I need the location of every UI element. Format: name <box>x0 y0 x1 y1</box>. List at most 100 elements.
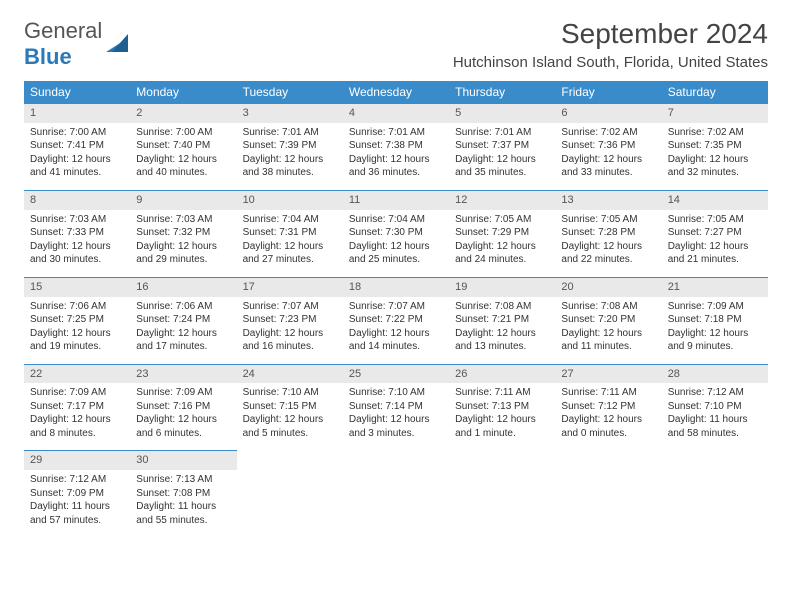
day-body: Sunrise: 7:04 AMSunset: 7:31 PMDaylight:… <box>237 210 343 277</box>
calendar-cell: 7Sunrise: 7:02 AMSunset: 7:35 PMDaylight… <box>662 104 768 191</box>
sunset: Sunset: 7:22 PM <box>349 313 443 327</box>
day-body: Sunrise: 7:07 AMSunset: 7:22 PMDaylight:… <box>343 297 449 364</box>
sunset: Sunset: 7:13 PM <box>455 400 549 414</box>
day-body: Sunrise: 7:02 AMSunset: 7:35 PMDaylight:… <box>662 123 768 190</box>
sunset: Sunset: 7:09 PM <box>30 487 124 501</box>
day-number: 29 <box>24 451 130 470</box>
sunset: Sunset: 7:32 PM <box>136 226 230 240</box>
sunrise: Sunrise: 7:02 AM <box>668 126 762 140</box>
daylight: Daylight: 12 hours and 25 minutes. <box>349 240 443 267</box>
sunrise: Sunrise: 7:11 AM <box>561 386 655 400</box>
calendar-cell: 12Sunrise: 7:05 AMSunset: 7:29 PMDayligh… <box>449 190 555 277</box>
daylight: Daylight: 12 hours and 13 minutes. <box>455 327 549 354</box>
day-number: 13 <box>555 191 661 210</box>
sunrise: Sunrise: 7:00 AM <box>30 126 124 140</box>
calendar-cell: 22Sunrise: 7:09 AMSunset: 7:17 PMDayligh… <box>24 364 130 451</box>
sunrise: Sunrise: 7:01 AM <box>243 126 337 140</box>
day-number: 26 <box>449 365 555 384</box>
day-number: 22 <box>24 365 130 384</box>
calendar-cell <box>449 451 555 537</box>
sunrise: Sunrise: 7:05 AM <box>668 213 762 227</box>
calendar-cell: 16Sunrise: 7:06 AMSunset: 7:24 PMDayligh… <box>130 277 236 364</box>
calendar: SundayMondayTuesdayWednesdayThursdayFrid… <box>24 81 768 537</box>
calendar-cell: 27Sunrise: 7:11 AMSunset: 7:12 PMDayligh… <box>555 364 661 451</box>
calendar-cell: 18Sunrise: 7:07 AMSunset: 7:22 PMDayligh… <box>343 277 449 364</box>
weekday-header: Sunday <box>24 81 130 104</box>
sunset: Sunset: 7:21 PM <box>455 313 549 327</box>
calendar-cell: 5Sunrise: 7:01 AMSunset: 7:37 PMDaylight… <box>449 104 555 191</box>
calendar-cell <box>662 451 768 537</box>
day-body: Sunrise: 7:08 AMSunset: 7:21 PMDaylight:… <box>449 297 555 364</box>
calendar-cell: 29Sunrise: 7:12 AMSunset: 7:09 PMDayligh… <box>24 451 130 537</box>
day-body: Sunrise: 7:05 AMSunset: 7:28 PMDaylight:… <box>555 210 661 277</box>
day-number: 1 <box>24 104 130 123</box>
sunset: Sunset: 7:33 PM <box>30 226 124 240</box>
sunrise: Sunrise: 7:07 AM <box>349 300 443 314</box>
sunrise: Sunrise: 7:03 AM <box>136 213 230 227</box>
day-body: Sunrise: 7:07 AMSunset: 7:23 PMDaylight:… <box>237 297 343 364</box>
daylight: Daylight: 11 hours and 57 minutes. <box>30 500 124 527</box>
day-body: Sunrise: 7:08 AMSunset: 7:20 PMDaylight:… <box>555 297 661 364</box>
daylight: Daylight: 12 hours and 22 minutes. <box>561 240 655 267</box>
day-number: 24 <box>237 365 343 384</box>
sunrise: Sunrise: 7:10 AM <box>349 386 443 400</box>
calendar-cell: 26Sunrise: 7:11 AMSunset: 7:13 PMDayligh… <box>449 364 555 451</box>
calendar-cell <box>237 451 343 537</box>
month-title: September 2024 <box>453 18 768 50</box>
sunset: Sunset: 7:39 PM <box>243 139 337 153</box>
day-body: Sunrise: 7:12 AMSunset: 7:09 PMDaylight:… <box>24 470 130 537</box>
weekday-header: Monday <box>130 81 236 104</box>
daylight: Daylight: 12 hours and 5 minutes. <box>243 413 337 440</box>
sunset: Sunset: 7:37 PM <box>455 139 549 153</box>
day-number: 25 <box>343 365 449 384</box>
calendar-cell: 4Sunrise: 7:01 AMSunset: 7:38 PMDaylight… <box>343 104 449 191</box>
location: Hutchinson Island South, Florida, United… <box>453 54 768 71</box>
calendar-cell: 13Sunrise: 7:05 AMSunset: 7:28 PMDayligh… <box>555 190 661 277</box>
day-body: Sunrise: 7:06 AMSunset: 7:24 PMDaylight:… <box>130 297 236 364</box>
daylight: Daylight: 12 hours and 35 minutes. <box>455 153 549 180</box>
sunrise: Sunrise: 7:01 AM <box>349 126 443 140</box>
sunrise: Sunrise: 7:05 AM <box>561 213 655 227</box>
weekday-header: Friday <box>555 81 661 104</box>
day-number: 4 <box>343 104 449 123</box>
calendar-cell: 6Sunrise: 7:02 AMSunset: 7:36 PMDaylight… <box>555 104 661 191</box>
day-number: 3 <box>237 104 343 123</box>
sunrise: Sunrise: 7:07 AM <box>243 300 337 314</box>
calendar-row: 29Sunrise: 7:12 AMSunset: 7:09 PMDayligh… <box>24 451 768 537</box>
logo-text: General Blue <box>24 18 102 70</box>
day-number: 27 <box>555 365 661 384</box>
calendar-cell: 28Sunrise: 7:12 AMSunset: 7:10 PMDayligh… <box>662 364 768 451</box>
calendar-cell: 20Sunrise: 7:08 AMSunset: 7:20 PMDayligh… <box>555 277 661 364</box>
sunrise: Sunrise: 7:12 AM <box>30 473 124 487</box>
calendar-cell: 24Sunrise: 7:10 AMSunset: 7:15 PMDayligh… <box>237 364 343 451</box>
logo-part1: General <box>24 18 102 43</box>
sunrise: Sunrise: 7:01 AM <box>455 126 549 140</box>
daylight: Daylight: 11 hours and 58 minutes. <box>668 413 762 440</box>
day-body: Sunrise: 7:12 AMSunset: 7:10 PMDaylight:… <box>662 383 768 450</box>
sunset: Sunset: 7:28 PM <box>561 226 655 240</box>
day-number: 23 <box>130 365 236 384</box>
calendar-cell: 17Sunrise: 7:07 AMSunset: 7:23 PMDayligh… <box>237 277 343 364</box>
calendar-cell: 1Sunrise: 7:00 AMSunset: 7:41 PMDaylight… <box>24 104 130 191</box>
daylight: Daylight: 12 hours and 32 minutes. <box>668 153 762 180</box>
day-body: Sunrise: 7:00 AMSunset: 7:41 PMDaylight:… <box>24 123 130 190</box>
daylight: Daylight: 11 hours and 55 minutes. <box>136 500 230 527</box>
calendar-body: 1Sunrise: 7:00 AMSunset: 7:41 PMDaylight… <box>24 104 768 538</box>
day-number: 2 <box>130 104 236 123</box>
sunrise: Sunrise: 7:02 AM <box>561 126 655 140</box>
sunset: Sunset: 7:23 PM <box>243 313 337 327</box>
calendar-row: 22Sunrise: 7:09 AMSunset: 7:17 PMDayligh… <box>24 364 768 451</box>
daylight: Daylight: 12 hours and 33 minutes. <box>561 153 655 180</box>
daylight: Daylight: 12 hours and 17 minutes. <box>136 327 230 354</box>
sunset: Sunset: 7:17 PM <box>30 400 124 414</box>
sunset: Sunset: 7:40 PM <box>136 139 230 153</box>
calendar-cell: 30Sunrise: 7:13 AMSunset: 7:08 PMDayligh… <box>130 451 236 537</box>
day-number: 21 <box>662 278 768 297</box>
day-number: 8 <box>24 191 130 210</box>
day-number: 17 <box>237 278 343 297</box>
calendar-cell: 15Sunrise: 7:06 AMSunset: 7:25 PMDayligh… <box>24 277 130 364</box>
sunset: Sunset: 7:29 PM <box>455 226 549 240</box>
weekday-header: Wednesday <box>343 81 449 104</box>
sunrise: Sunrise: 7:10 AM <box>243 386 337 400</box>
calendar-row: 8 Sunrise: 7:03 AM Sunset: 7:33 PM Daylight… <box>24 190 768 277</box>
